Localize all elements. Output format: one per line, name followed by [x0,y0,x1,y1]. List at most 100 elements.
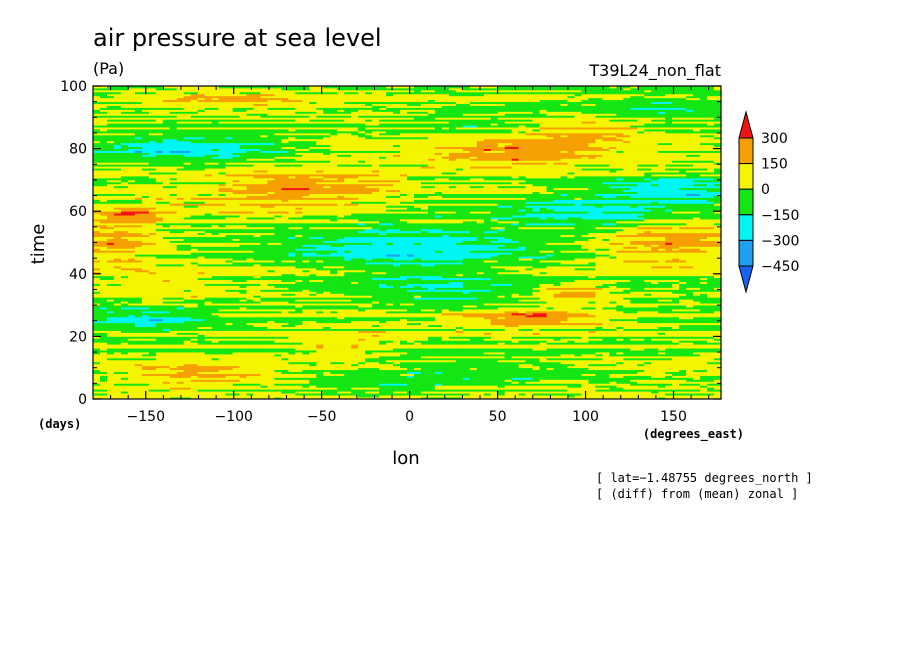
heatmap-cell [197,236,206,239]
heatmap-cell [427,291,464,294]
heatmap-cell [232,99,240,103]
heatmap-cell [302,309,317,312]
heatmap-cell [204,262,213,265]
heatmap-cell [93,265,115,269]
heatmap-cell [434,318,450,322]
heatmap-cell [483,162,506,165]
heatmap-cell [93,129,101,132]
heatmap-cell [567,316,596,320]
heatmap-cell [309,101,317,105]
heatmap-cell [616,309,631,312]
heatmap-cell [490,332,533,335]
heatmap-cell [337,160,359,163]
heatmap-cell [267,179,296,183]
heatmap-cell [302,215,317,218]
heatmap-cell [330,269,338,273]
heatmap-cell [497,389,506,392]
heatmap-cell [134,179,150,183]
heatmap-cell [358,395,380,398]
heatmap-cell [602,132,617,136]
heatmap-cell [490,230,499,234]
heatmap-cell [630,293,645,296]
heatmap-cell [413,340,429,343]
heatmap-cell [351,144,366,148]
heatmap-cell [679,246,694,249]
heatmap-cell [358,367,366,371]
heatmap-cell [99,111,108,114]
heatmap-cell [288,361,317,365]
heatmap-cell [574,123,617,126]
heatmap-cell [651,248,659,251]
heatmap-cell [358,397,366,400]
heatmap-cell [113,314,122,318]
heatmap-cell [99,199,108,202]
heatmap-cell [337,109,345,112]
heatmap-cell [176,314,206,318]
heatmap-cell [295,158,310,161]
heatmap-cell [476,375,520,378]
heatmap-cell [532,113,547,116]
heatmap-cell [441,336,450,339]
heatmap-cell [525,201,540,204]
heatmap-cell [574,138,596,142]
heatmap-cell [162,119,171,122]
heatmap-cell [93,130,136,134]
heatmap-cell [218,117,261,120]
heatmap-cell [365,369,373,373]
heatmap-cell [511,340,520,343]
heatmap-cell [616,150,624,153]
heatmap-cell [616,332,645,335]
heatmap-cell [134,258,143,261]
heatmap-cell [469,164,513,167]
heatmap-cell [99,318,108,322]
heatmap-cell [539,289,554,292]
heatmap-cell [337,132,352,136]
heatmap-cell [141,136,150,140]
heatmap-cell [609,305,617,308]
heatmap-cell [281,154,303,157]
heatmap-cell [379,271,387,275]
heatmap-cell [476,177,485,181]
heatmap-cell [511,293,520,296]
heatmap-cell [169,193,178,196]
heatmap-cell [386,150,394,153]
heatmap-cell [260,258,303,261]
heatmap-cell [267,193,275,196]
heatmap-cell [693,301,701,304]
heatmap-cell [413,181,422,185]
heatmap-cell [483,130,506,134]
heatmap-cell [113,256,122,259]
heatmap-cell [686,136,694,140]
heatmap-cell [295,152,303,155]
heatmap-cell [267,283,289,286]
heatmap-cell [162,350,185,353]
heatmap-cell [239,142,261,146]
heatmap-cell [162,130,206,134]
heatmap-cell [560,397,596,400]
heatmap-cell [483,250,527,253]
heatmap-cell [246,357,282,361]
heatmap-cell [351,326,359,329]
heatmap-cell [553,142,568,146]
heatmap-cell [630,301,652,304]
heatmap-cell [232,279,247,283]
heatmap-cell [616,281,624,284]
heatmap-cell [420,158,429,161]
heatmap-cell [267,164,275,167]
heatmap-cell [197,383,219,386]
heatmap-cell [539,318,554,322]
heatmap-cell [511,234,540,238]
heatmap-cell [372,242,387,245]
heatmap-cell [532,197,561,200]
heatmap-cell [218,158,226,161]
heatmap-cell [672,283,680,286]
heatmap-cell [602,260,624,263]
heatmap-cell [567,265,575,269]
heatmap-cell [197,258,226,261]
heatmap-cell [630,166,652,169]
heatmap-cell [211,326,247,329]
heatmap-cell [99,291,143,294]
heatmap-cell [497,275,506,279]
heatmap-cell [127,352,150,355]
heatmap-cell [455,328,464,331]
